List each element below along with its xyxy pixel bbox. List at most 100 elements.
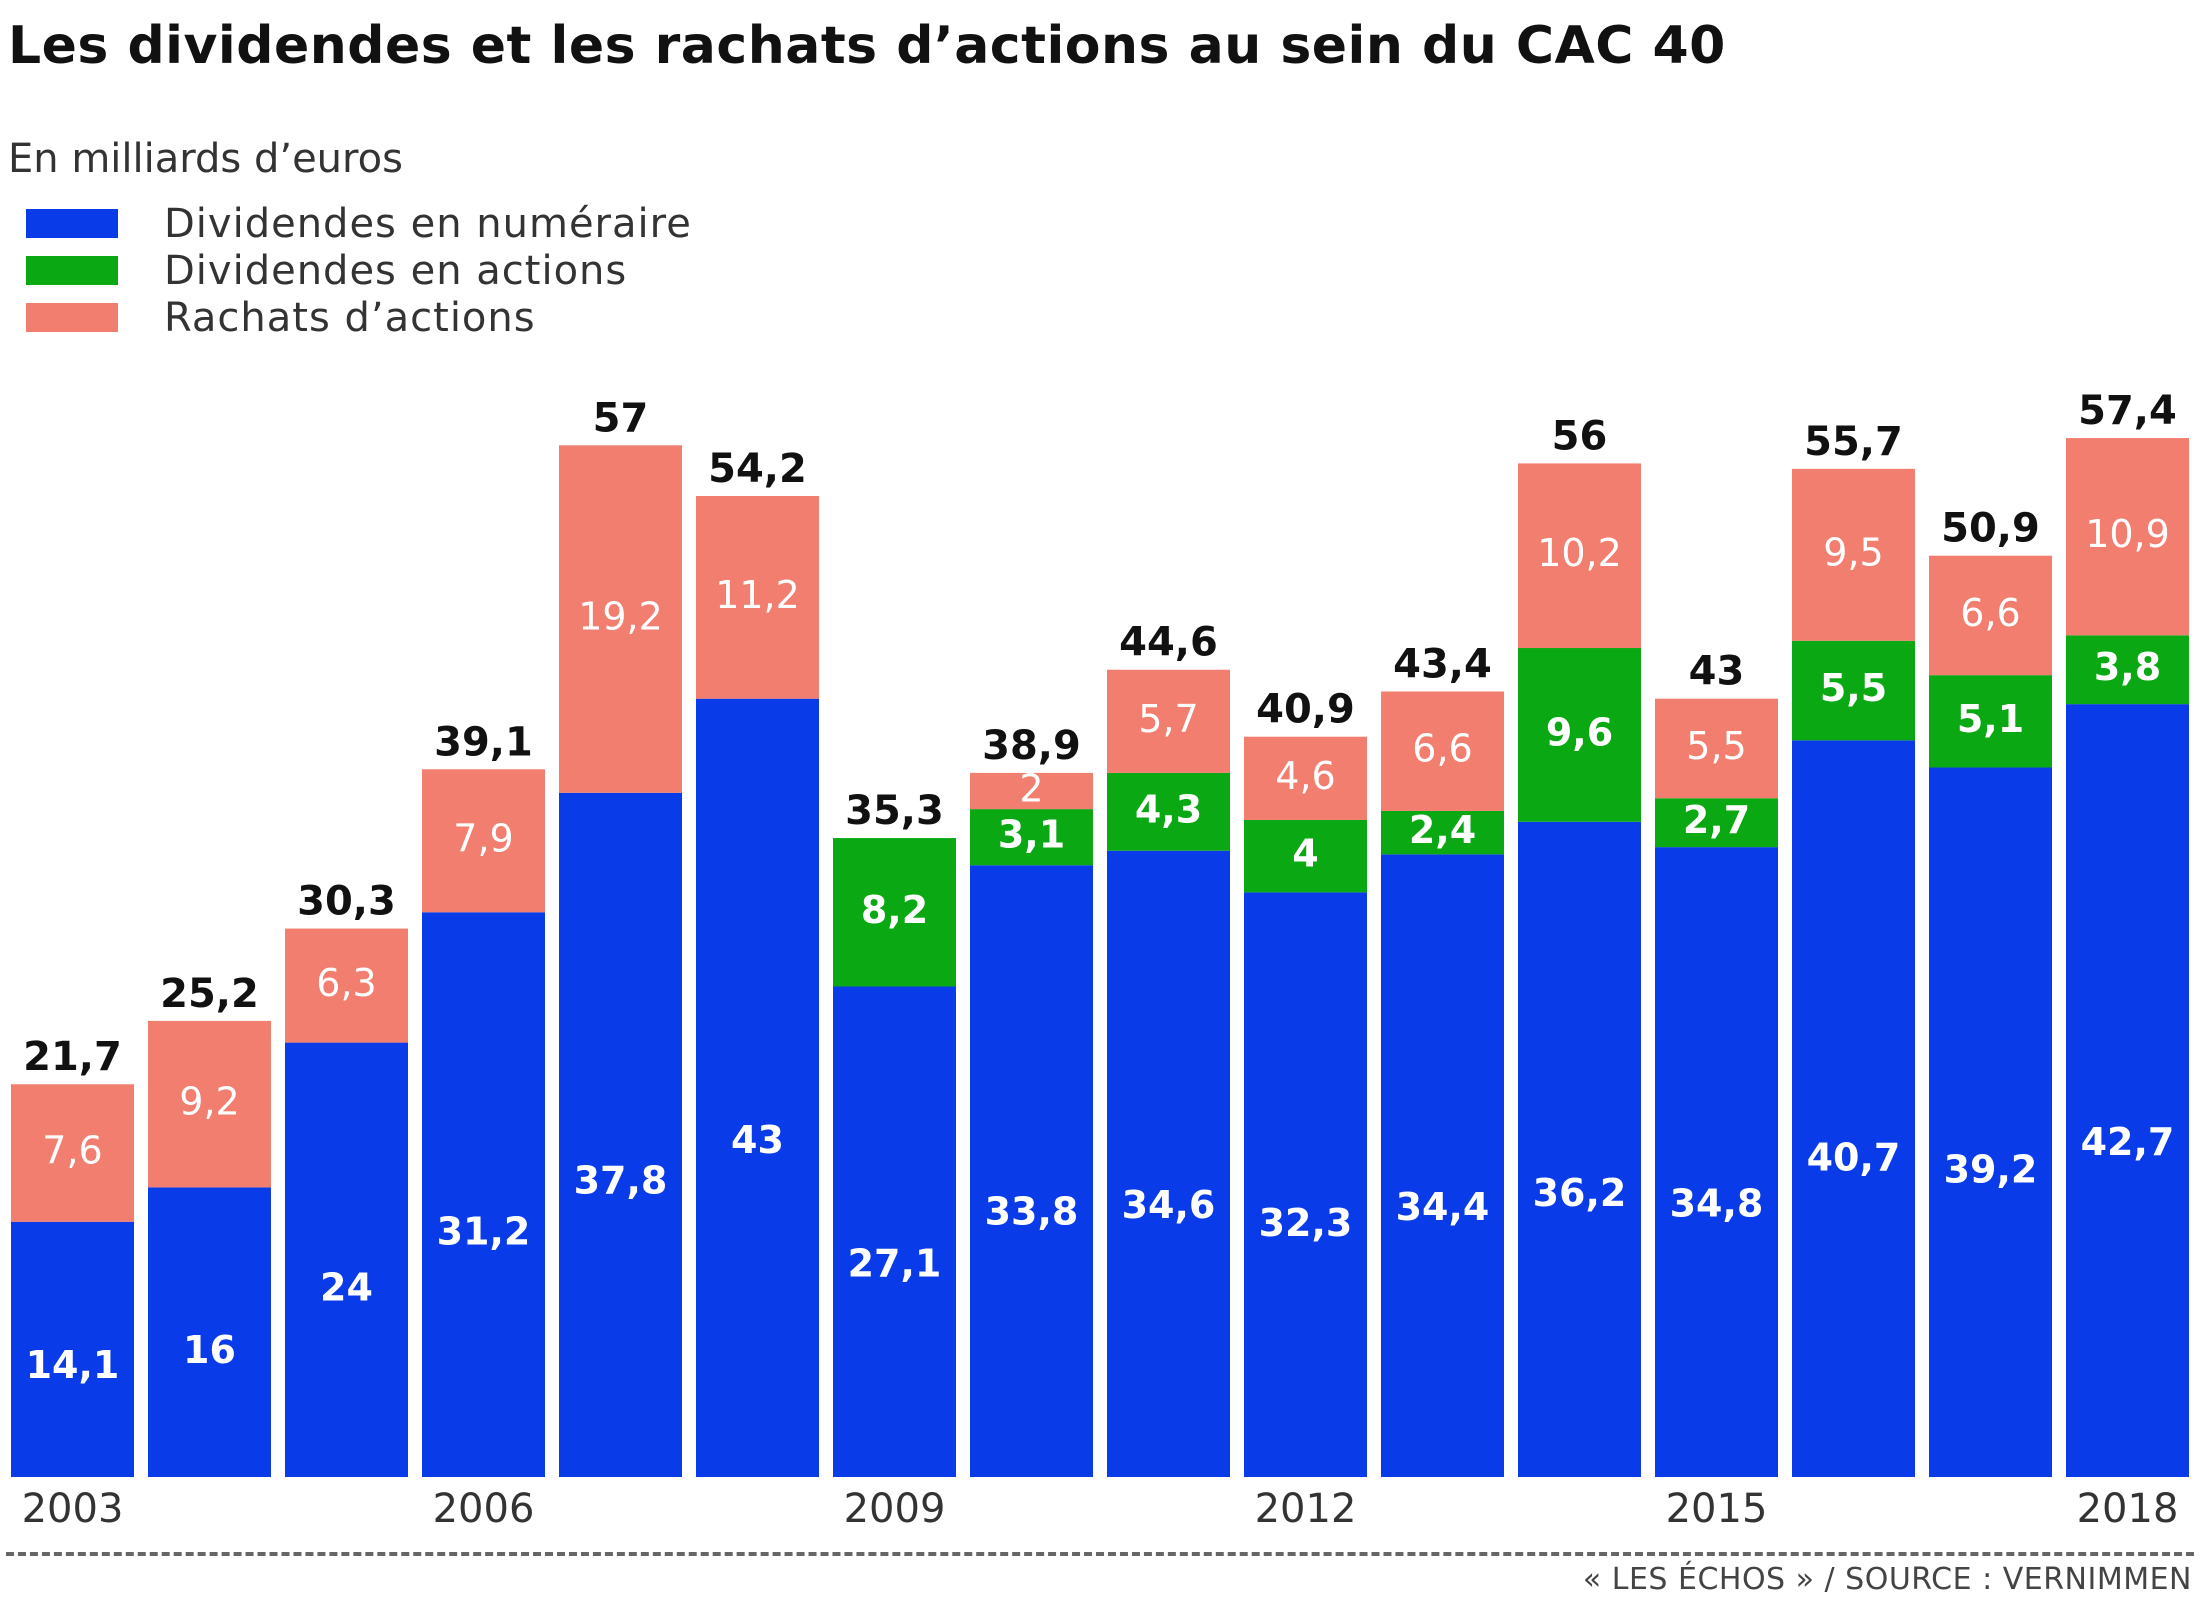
- total-value-label: 54,2: [708, 446, 807, 492]
- segment-value-label: 24: [320, 1266, 373, 1310]
- legend-label-stock-dividends: Dividendes en actions: [164, 247, 628, 294]
- segment-value-label: 34,6: [1122, 1183, 1216, 1227]
- bar-segment-cash-dividends: [696, 698, 819, 1477]
- bar-segment-buybacks: [1792, 468, 1915, 641]
- segment-value-label: 2: [1019, 767, 1043, 811]
- bar-group-2016: 40,7 5,5 9,5 55,7: [1792, 419, 1915, 1477]
- total-value-label: 38,9: [982, 723, 1081, 769]
- segment-value-label: 7,9: [453, 816, 513, 860]
- legend-swatch-buybacks: [26, 303, 118, 332]
- legend-swatch-stock-dividends: [26, 256, 118, 285]
- bar-segment-buybacks: [285, 928, 408, 1043]
- segment-value-label: 36,2: [1533, 1171, 1627, 1215]
- bar-group-2011: 34,6 4,3 5,7 44,6: [1107, 620, 1230, 1477]
- segment-value-label: 9,6: [1546, 710, 1613, 754]
- bar-group-2012: 32,3 4 4,6 40,9: [1244, 687, 1367, 1477]
- x-tick-label: 2003: [22, 1486, 124, 1532]
- chart-subtitle: En milliards d’euros: [8, 136, 403, 182]
- bar-segment-stock-dividends: [1792, 640, 1915, 741]
- bar-segment-buybacks: [1107, 669, 1230, 773]
- bar-segment-stock-dividends: [1107, 772, 1230, 851]
- x-tick-label: 2009: [844, 1486, 946, 1532]
- segment-value-label: 33,8: [985, 1189, 1079, 1233]
- bar-group-2017: 39,2 5,1 6,6 50,9: [1929, 506, 2052, 1477]
- legend: Dividendes en numéraire Dividendes en ac…: [26, 200, 692, 341]
- bar-segment-cash-dividends: [422, 912, 545, 1477]
- bar-segment-cash-dividends: [1929, 767, 2052, 1477]
- source-credit: « LES ÉCHOS » / SOURCE : VERNIMMEN: [1582, 1562, 2192, 1597]
- x-tick-label: 2006: [433, 1486, 535, 1532]
- legend-item-cash-dividends: Dividendes en numéraire: [26, 200, 692, 247]
- bar-group-2006: 31,2 7,9 39,1: [422, 719, 545, 1477]
- segment-value-label: 5,1: [1957, 697, 2024, 741]
- segment-value-label: 5,5: [1820, 666, 1887, 710]
- chart-title: Les dividendes et les rachats d’actions …: [8, 16, 1726, 76]
- bar-segment-cash-dividends: [970, 865, 1093, 1477]
- segment-value-label: 3,8: [2094, 645, 2161, 689]
- x-tick-label: 2015: [1666, 1486, 1768, 1532]
- legend-swatch-cash-dividends: [26, 209, 118, 238]
- total-value-label: 43: [1689, 649, 1745, 695]
- bar-segment-cash-dividends: [1792, 740, 1915, 1477]
- segment-value-label: 19,2: [578, 595, 663, 639]
- total-value-label: 56: [1552, 413, 1608, 459]
- bar-segment-stock-dividends: [833, 838, 956, 987]
- bar-segment-buybacks: [559, 445, 682, 793]
- total-value-label: 21,7: [23, 1034, 122, 1080]
- legend-label-buybacks: Rachats d’actions: [164, 294, 536, 341]
- bar-group-2018: 42,7 3,8 10,9 57,4: [2066, 388, 2189, 1477]
- total-value-label: 57: [593, 395, 649, 441]
- segment-value-label: 9,2: [179, 1080, 239, 1124]
- total-value-label: 50,9: [1941, 506, 2040, 552]
- segment-value-label: 5,5: [1686, 724, 1746, 768]
- bar-segment-cash-dividends: [1107, 850, 1230, 1477]
- bar-segment-buybacks: [1244, 736, 1367, 820]
- segment-value-label: 9,5: [1823, 530, 1883, 574]
- bar-segment-cash-dividends: [1244, 892, 1367, 1477]
- bar-group-2015: 34,8 2,7 5,5 43: [1655, 649, 1778, 1477]
- bar-segment-cash-dividends: [148, 1187, 271, 1477]
- bar-segment-buybacks: [1929, 555, 2052, 676]
- bar-segment-cash-dividends: [285, 1042, 408, 1477]
- segment-value-label: 8,2: [861, 888, 928, 932]
- segment-value-label: 42,7: [2081, 1120, 2175, 1164]
- bar-segment-buybacks: [2066, 438, 2189, 636]
- bar-segment-cash-dividends: [1518, 821, 1641, 1477]
- segment-value-label: 2,7: [1683, 798, 1750, 842]
- segment-value-label: 6,6: [1960, 591, 2020, 635]
- bar-group-2004: 16 9,2 25,2: [148, 971, 271, 1477]
- bar-segment-buybacks: [970, 772, 1093, 810]
- segment-value-label: 43: [731, 1118, 784, 1162]
- bar-group-2005: 24 6,3 30,3: [285, 879, 408, 1477]
- bar-segment-buybacks: [696, 495, 819, 699]
- bar-segment-stock-dividends: [1244, 819, 1367, 893]
- bar-segment-stock-dividends: [1929, 675, 2052, 768]
- bar-segment-stock-dividends: [1655, 798, 1778, 848]
- segment-value-label: 4,3: [1135, 787, 1202, 831]
- total-value-label: 55,7: [1804, 419, 1903, 465]
- bar-group-2014: 36,2 9,6 10,2 56: [1518, 413, 1641, 1477]
- legend-item-buybacks: Rachats d’actions: [26, 294, 692, 341]
- footer-divider: [6, 1552, 2194, 1556]
- x-tick-label: 2012: [1255, 1486, 1357, 1532]
- segment-value-label: 27,1: [848, 1242, 942, 1286]
- segment-value-label: 4: [1292, 832, 1318, 876]
- segment-value-label: 37,8: [574, 1158, 668, 1202]
- bar-segment-stock-dividends: [1381, 810, 1504, 855]
- bar-segment-cash-dividends: [559, 792, 682, 1477]
- bar-segment-cash-dividends: [1381, 854, 1504, 1477]
- total-value-label: 43,4: [1393, 641, 1492, 687]
- segment-value-label: 2,4: [1409, 808, 1476, 852]
- bar-segment-buybacks: [11, 1084, 134, 1222]
- total-value-label: 35,3: [845, 788, 944, 834]
- bar-segment-stock-dividends: [970, 809, 1093, 866]
- segment-value-label: 4,6: [1275, 754, 1335, 798]
- total-value-label: 39,1: [434, 719, 533, 765]
- segment-value-label: 32,3: [1259, 1201, 1353, 1245]
- segment-value-label: 39,2: [1944, 1147, 2038, 1191]
- total-value-label: 30,3: [297, 879, 396, 925]
- bar-group-2003: 14,1 7,6 21,7: [11, 1034, 134, 1477]
- segment-value-label: 40,7: [1807, 1136, 1901, 1180]
